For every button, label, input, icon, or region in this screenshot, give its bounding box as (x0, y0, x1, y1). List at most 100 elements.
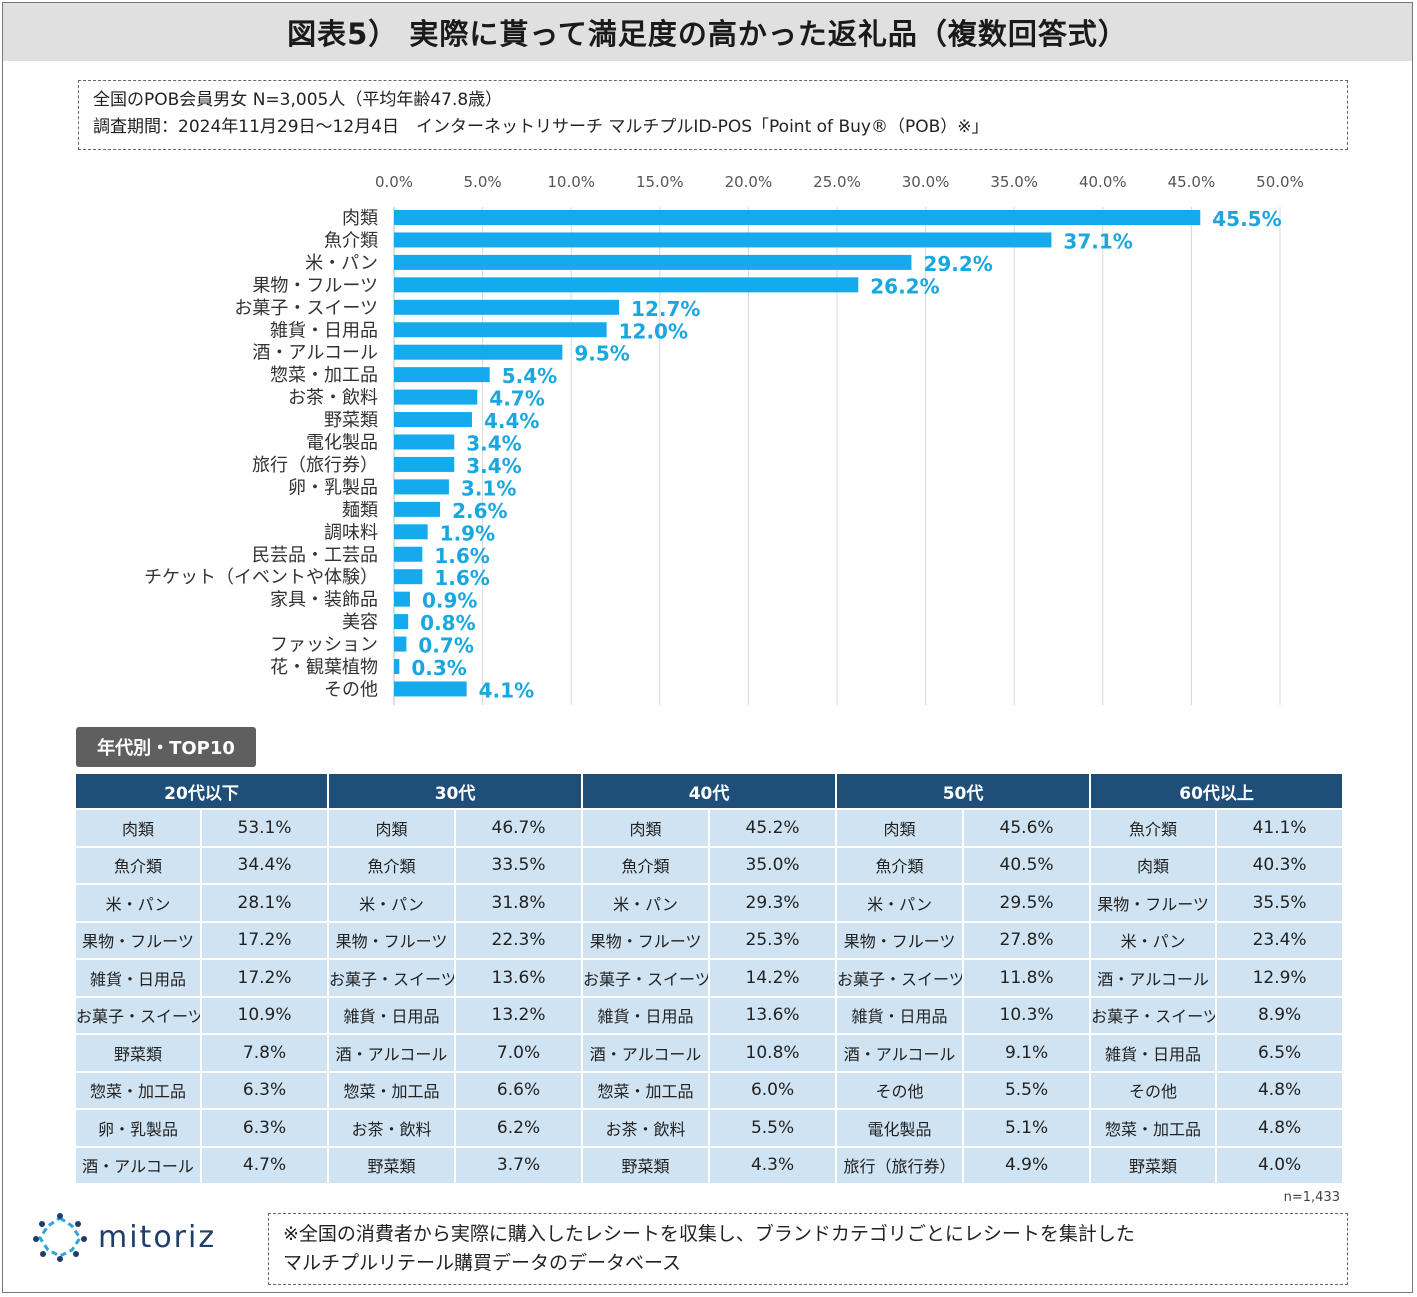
category-label: 米・パン (305, 253, 378, 274)
data-label: 3.1% (461, 476, 516, 500)
item-name-cell: その他 (1089, 1070, 1218, 1110)
item-percent-cell: 41.1% (1215, 808, 1345, 848)
bar (394, 479, 449, 495)
table-row: 惣菜・加工品 6.3% 惣菜・加工品 6.6% 惣菜・加工品 6.0% その他 5.5% その他… (74, 1070, 1345, 1110)
age-group-header: 60代以上 (1089, 772, 1345, 810)
item-percent-cell: 6.3% (199, 1070, 330, 1110)
item-name-cell: お菓子・スイーツ (835, 958, 965, 998)
bar (394, 344, 563, 360)
item-name-cell: 果物・フルーツ (327, 920, 457, 960)
age-group-header: 50代 (835, 772, 1092, 810)
item-percent-cell: 8.9% (1215, 995, 1345, 1035)
bar (394, 614, 409, 630)
survey-period-text: 調査期間：2024年11月29日～12月4日 インターネットリサーチ マルチプル… (93, 117, 989, 137)
item-name-cell: 野菜類 (327, 1145, 457, 1185)
data-label: 4.7% (489, 387, 544, 411)
item-percent-cell: 46.7% (454, 808, 584, 848)
bar (394, 434, 455, 450)
item-name-cell: 雑貨・日用品 (581, 995, 711, 1035)
x-tick-label: 50.0% (1256, 173, 1304, 191)
item-percent-cell: 13.6% (454, 958, 584, 998)
item-name-cell: 果物・フルーツ (1089, 883, 1218, 923)
item-name-cell: 肉類 (835, 808, 965, 848)
category-label: 卵・乳製品 (288, 477, 378, 498)
x-tick-label: 40.0% (1079, 173, 1127, 191)
x-tick-label: 5.0% (464, 173, 502, 191)
item-name-cell: 惣菜・加工品 (1089, 1108, 1218, 1148)
item-percent-cell: 4.0% (1215, 1145, 1345, 1185)
item-percent-cell: 9.1% (962, 1033, 1092, 1073)
item-percent-cell: 45.2% (708, 808, 838, 848)
item-name-cell: 米・パン (74, 883, 202, 923)
table-row: お菓子・スイーツ 10.9% 雑貨・日用品 13.2% 雑貨・日用品 13.6% 雑貨・日用… (74, 995, 1345, 1035)
item-name-cell: 魚介類 (835, 845, 965, 885)
data-label: 5.4% (502, 364, 557, 388)
footnote-line-2: マルチプルリテール購買データのデータベース (283, 1252, 682, 1274)
x-tick-label: 10.0% (547, 173, 595, 191)
item-name-cell: 電化製品 (835, 1108, 965, 1148)
item-percent-cell: 4.8% (1215, 1070, 1345, 1110)
data-label: 9.5% (574, 342, 629, 366)
item-name-cell: その他 (835, 1070, 965, 1110)
item-name-cell: お菓子・スイーツ (1089, 995, 1218, 1035)
item-percent-cell: 4.8% (1215, 1108, 1345, 1148)
item-percent-cell: 5.1% (962, 1108, 1092, 1148)
x-tick-label: 15.0% (636, 173, 684, 191)
item-name-cell: 酒・アルコール (1089, 958, 1218, 998)
category-label: 美容 (342, 612, 378, 633)
sample-size-note: n=1,433 (1283, 1190, 1340, 1205)
item-name-cell: 野菜類 (581, 1145, 711, 1185)
item-percent-cell: 13.6% (708, 995, 838, 1035)
item-percent-cell: 40.3% (1215, 845, 1345, 885)
item-percent-cell: 12.9% (1215, 958, 1345, 998)
category-label: 魚介類 (324, 230, 378, 251)
category-label: その他 (324, 679, 378, 700)
item-percent-cell: 5.5% (708, 1108, 838, 1148)
item-percent-cell: 6.6% (454, 1070, 584, 1110)
x-tick-label: 30.0% (902, 173, 950, 191)
bar (394, 456, 455, 472)
data-label: 26.2% (870, 274, 939, 298)
mitoriz-logo: mitoriz (32, 1212, 216, 1262)
item-percent-cell: 27.8% (962, 920, 1092, 960)
logo-text: mitoriz (98, 1219, 217, 1255)
bar-chart: 0.0% 5.0% 10.0% 15.0% 20.0% 25.0% 30.0% 35.0% 40… (144, 173, 1304, 705)
category-label: 惣菜・加工品 (270, 365, 378, 386)
item-percent-cell: 13.2% (454, 995, 584, 1035)
data-label: 0.7% (418, 634, 473, 658)
item-percent-cell: 11.8% (962, 958, 1092, 998)
item-percent-cell: 29.5% (962, 883, 1092, 923)
category-label: 雑貨・日用品 (270, 320, 378, 341)
item-percent-cell: 29.3% (708, 883, 838, 923)
item-name-cell: 米・パン (1089, 920, 1218, 960)
survey-info-box: 全国のPOB会員男女 N=3,005人（平均年齢47.8歳） 調査期間：2024… (78, 80, 1348, 150)
item-name-cell: 魚介類 (1089, 808, 1218, 848)
data-label: 3.4% (466, 432, 521, 456)
item-percent-cell: 31.8% (454, 883, 584, 923)
category-label: 酒・アルコール (252, 343, 378, 364)
category-label: 民芸品・工芸品 (252, 545, 378, 566)
item-name-cell: 米・パン (327, 883, 457, 923)
category-label: 電化製品 (306, 433, 378, 454)
item-percent-cell: 17.2% (199, 920, 330, 960)
bar (394, 322, 607, 338)
item-name-cell: お茶・飲料 (327, 1108, 457, 1148)
table-row: 米・パン 28.1% 米・パン 31.8% 米・パン 29.3% 米・パン 29.5% 果物・フ… (74, 883, 1345, 923)
category-label: 肉類 (342, 208, 378, 229)
category-label: お菓子・スイーツ (234, 298, 378, 319)
table-row: 野菜類 7.8% 酒・アルコール 7.0% 酒・アルコール 10.8% 酒・アルコール 9.1… (74, 1033, 1345, 1073)
item-percent-cell: 34.4% (199, 845, 330, 885)
item-percent-cell: 23.4% (1215, 920, 1345, 960)
item-name-cell: 雑貨・日用品 (835, 995, 965, 1035)
age-group-header: 20代以下 (73, 772, 330, 810)
survey-sample-text: 全国のPOB会員男女 N=3,005人（平均年齢47.8歳） (93, 90, 503, 110)
category-label: 家具・装飾品 (270, 590, 378, 611)
x-tick-label: 45.0% (1168, 173, 1216, 191)
item-name-cell: 肉類 (1089, 845, 1218, 885)
item-name-cell: 酒・アルコール (835, 1033, 965, 1073)
bar (394, 299, 620, 315)
data-label: 3.4% (466, 454, 521, 478)
item-percent-cell: 10.8% (708, 1033, 838, 1073)
item-name-cell: 米・パン (581, 883, 711, 923)
item-name-cell: 肉類 (327, 808, 457, 848)
